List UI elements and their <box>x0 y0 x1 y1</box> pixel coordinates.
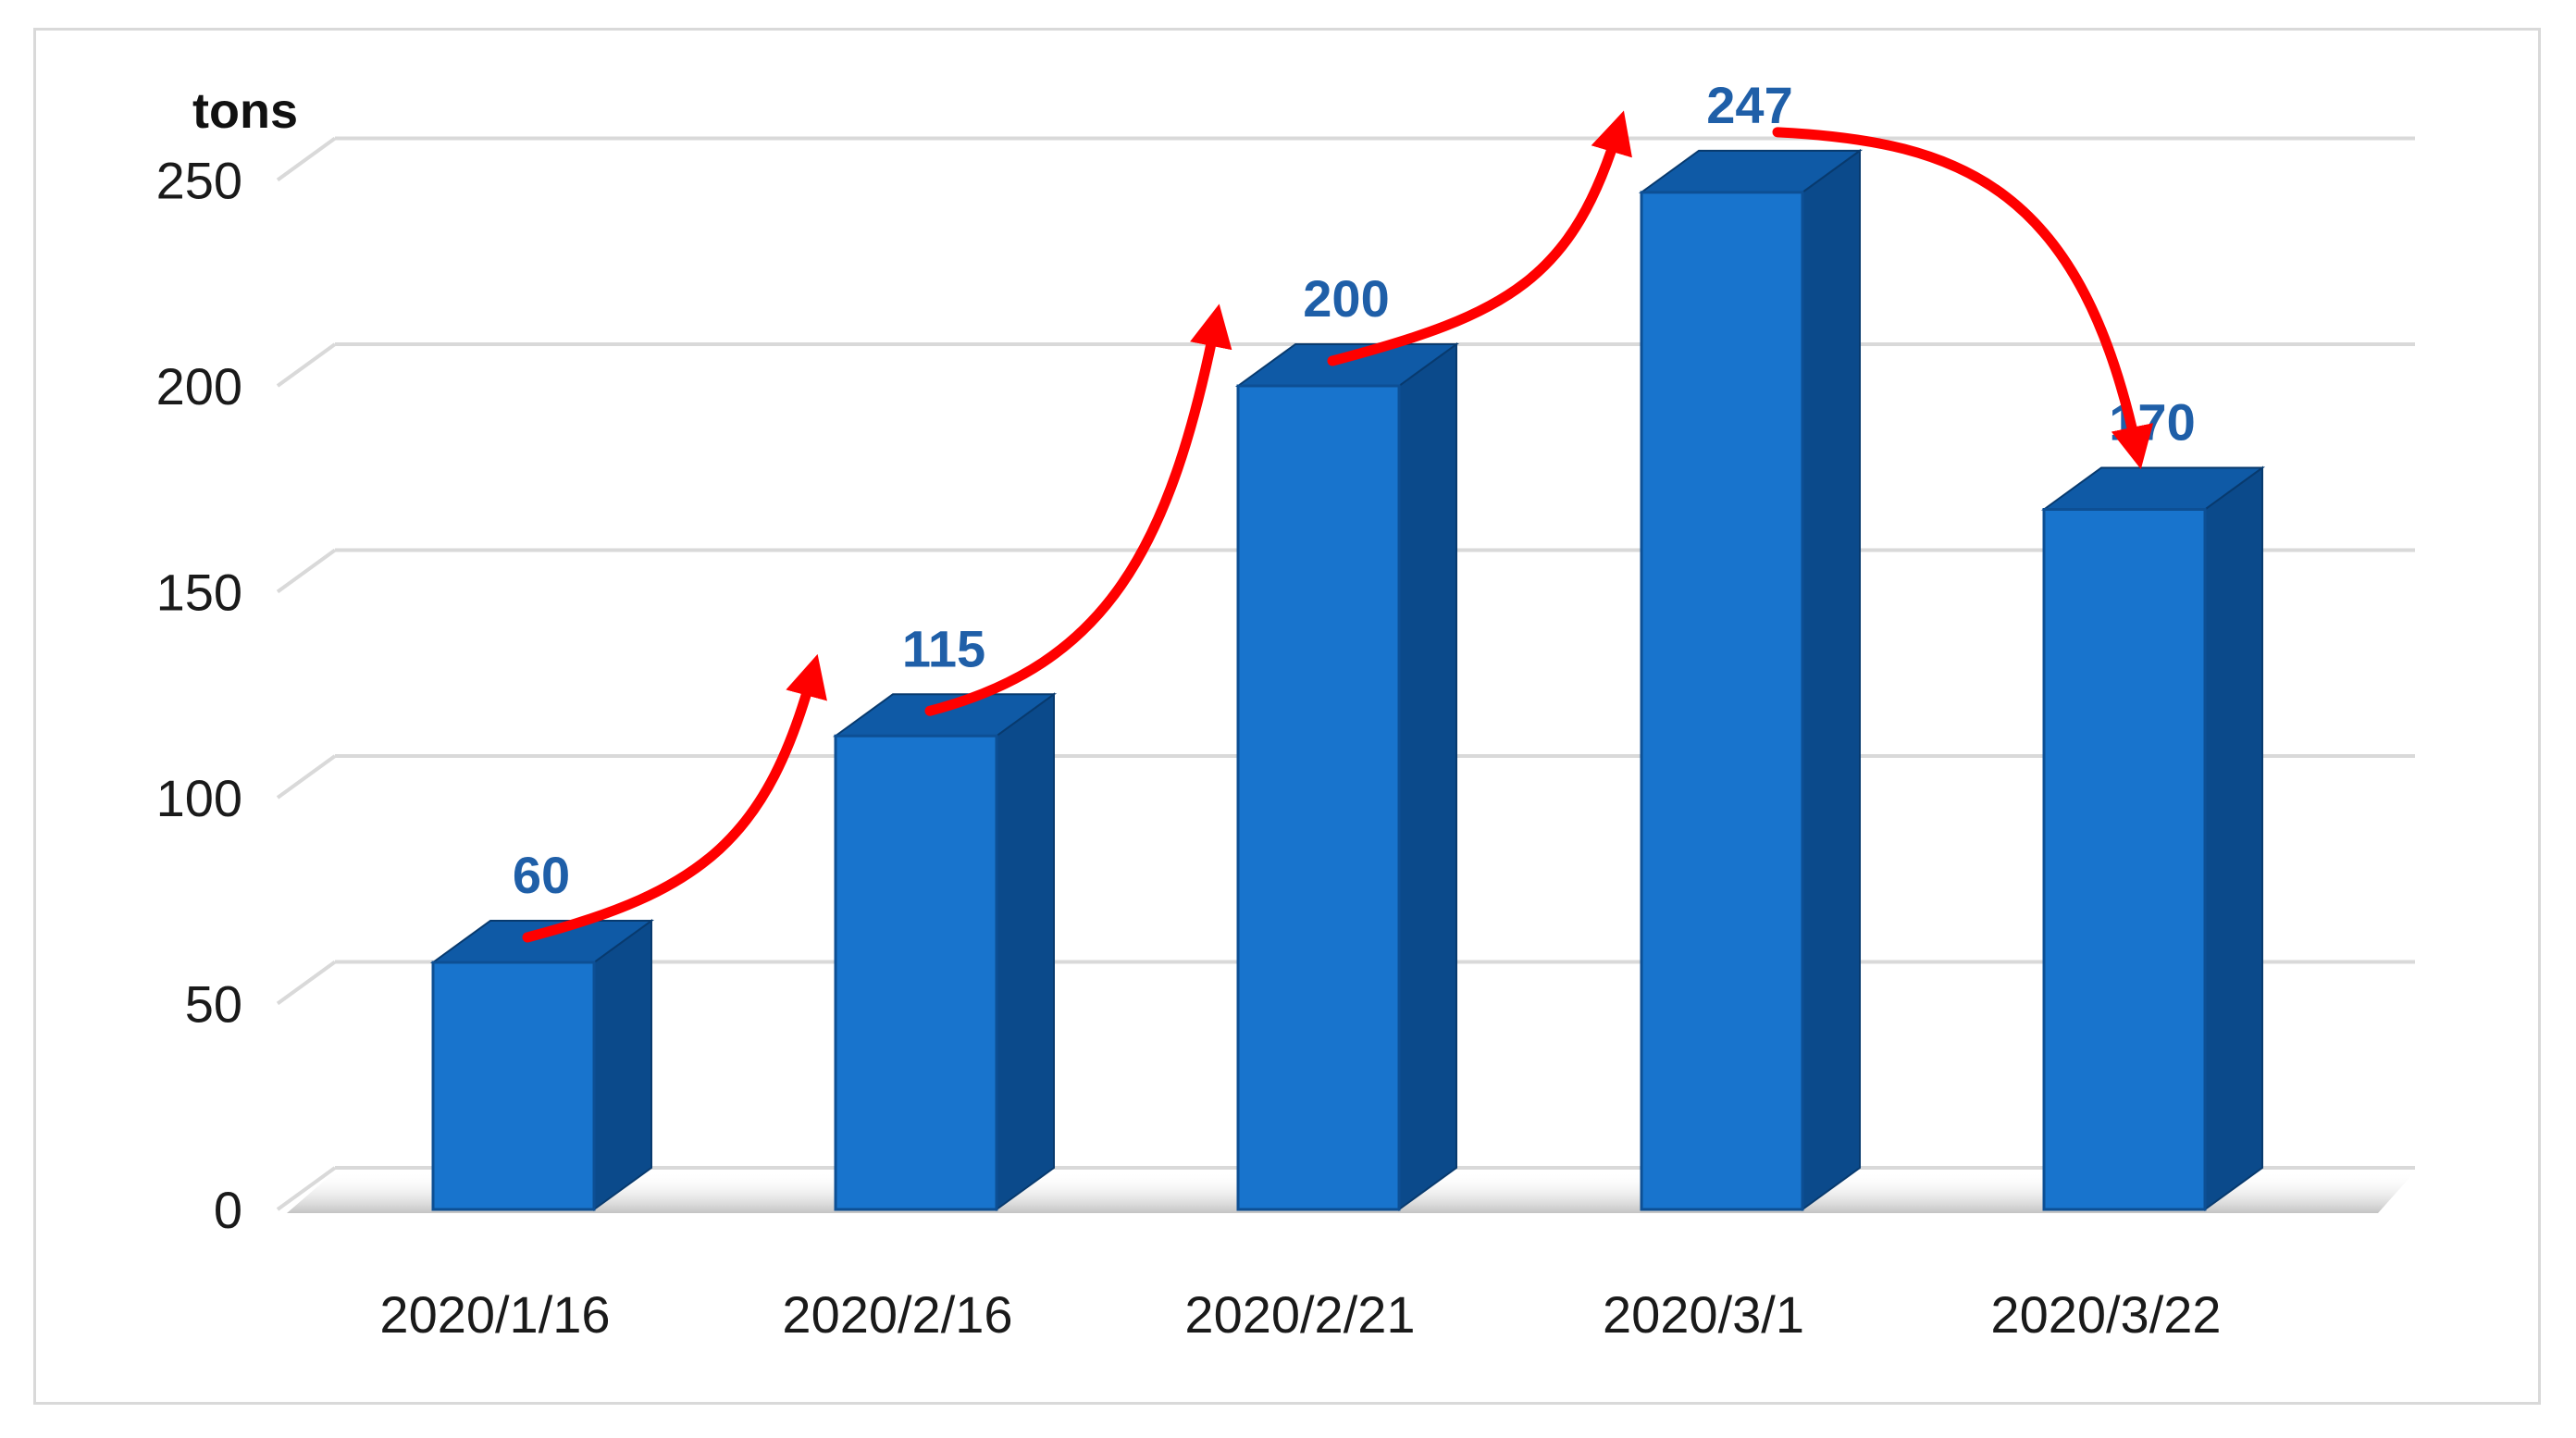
bar-front <box>1640 191 1804 1211</box>
bars <box>429 148 2266 1211</box>
y-axis: 0 50 100 150 200 250 <box>156 152 242 1240</box>
x-tick-label: 2020/3/1 <box>1603 1285 1804 1344</box>
bar <box>1234 342 1460 1211</box>
bar-front <box>834 734 998 1211</box>
trend-arrow <box>522 653 827 943</box>
x-axis: 2020/1/16 2020/2/16 2020/2/21 2020/3/1 2020/… <box>379 1285 2221 1344</box>
bar-side <box>593 919 652 1211</box>
bar <box>832 692 1058 1211</box>
x-tick-label: 2020/1/16 <box>379 1285 610 1344</box>
bar-side <box>1802 148 1861 1211</box>
y-tick-label: 250 <box>156 152 242 210</box>
trend-arrow <box>1772 127 2154 470</box>
bar <box>1638 148 1864 1211</box>
data-label: 115 <box>902 619 985 677</box>
y-tick-label: 0 <box>214 1181 242 1239</box>
gridline-side <box>276 548 337 594</box>
y-axis-unit-label: tons <box>192 83 298 139</box>
y-tick-label: 200 <box>156 357 242 415</box>
y-tick-label: 50 <box>185 975 242 1034</box>
bar-side <box>996 692 1055 1211</box>
data-label: 247 <box>1706 76 1792 134</box>
bar-side <box>2204 465 2263 1211</box>
bar-front <box>1236 384 1401 1211</box>
bar-front <box>2042 508 2207 1211</box>
gridline-side <box>276 136 337 182</box>
gridline-side <box>276 1166 337 1211</box>
bar-front <box>431 961 596 1211</box>
data-label: 200 <box>1303 269 1389 328</box>
trend-arrow <box>924 304 1232 716</box>
gridline-side <box>276 342 337 388</box>
x-tick-label: 2020/3/22 <box>1990 1285 2221 1344</box>
data-label: 60 <box>513 846 570 904</box>
x-tick-label: 2020/2/16 <box>782 1285 1012 1344</box>
y-tick-label: 150 <box>156 564 242 622</box>
gridline-side <box>276 754 337 800</box>
trend-arrows <box>522 110 2154 943</box>
y-tick-label: 100 <box>156 769 242 827</box>
trend-arrow <box>1327 110 1632 366</box>
bar-side <box>1398 342 1457 1211</box>
bar <box>429 919 655 1211</box>
x-tick-label: 2020/2/21 <box>1184 1285 1415 1344</box>
bar <box>2040 465 2266 1211</box>
gridline-side <box>276 960 337 1006</box>
